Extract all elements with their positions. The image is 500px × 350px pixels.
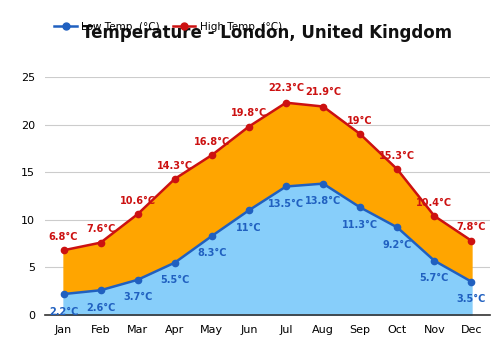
High Temp. (°C) [60, 248, 66, 252]
Text: 2.2°C: 2.2°C [49, 307, 78, 316]
High Temp. (°C) [394, 167, 400, 172]
High Temp. (°C) [468, 239, 474, 243]
Text: 6.8°C: 6.8°C [49, 232, 78, 242]
Title: Temperature - London, United Kingdom: Temperature - London, United Kingdom [82, 24, 452, 42]
Low Temp. (°C) [172, 260, 178, 265]
Text: 11.3°C: 11.3°C [342, 220, 378, 230]
Text: 8.3°C: 8.3°C [197, 248, 226, 259]
Text: 7.8°C: 7.8°C [456, 222, 486, 232]
Line: Low Temp. (°C): Low Temp. (°C) [60, 181, 474, 297]
Text: 3.5°C: 3.5°C [457, 294, 486, 304]
High Temp. (°C) [320, 104, 326, 108]
Low Temp. (°C) [246, 208, 252, 212]
Text: 11°C: 11°C [236, 223, 262, 233]
Low Temp. (°C) [283, 184, 289, 189]
Low Temp. (°C) [357, 205, 363, 210]
Low Temp. (°C) [394, 225, 400, 230]
High Temp. (°C) [432, 214, 438, 218]
High Temp. (°C) [357, 132, 363, 136]
Text: 7.6°C: 7.6°C [86, 224, 116, 234]
High Temp. (°C) [246, 124, 252, 128]
Text: 13.8°C: 13.8°C [305, 196, 341, 206]
Low Temp. (°C) [60, 292, 66, 296]
Low Temp. (°C) [468, 280, 474, 284]
Low Temp. (°C) [98, 288, 103, 292]
Text: 19.8°C: 19.8°C [231, 108, 267, 118]
Text: 2.6°C: 2.6°C [86, 303, 116, 313]
High Temp. (°C) [98, 240, 103, 245]
Text: 21.9°C: 21.9°C [305, 87, 341, 97]
Text: 13.5°C: 13.5°C [268, 199, 304, 209]
Line: High Temp. (°C): High Temp. (°C) [60, 100, 474, 253]
Text: 22.3°C: 22.3°C [268, 83, 304, 93]
High Temp. (°C) [209, 153, 215, 157]
Low Temp. (°C) [432, 259, 438, 263]
Text: 15.3°C: 15.3°C [379, 151, 416, 161]
Text: 16.8°C: 16.8°C [194, 137, 230, 147]
High Temp. (°C) [134, 212, 140, 216]
Text: 19°C: 19°C [348, 116, 373, 126]
Text: 5.7°C: 5.7°C [420, 273, 449, 283]
Text: 5.5°C: 5.5°C [160, 275, 190, 285]
Low Temp. (°C) [320, 182, 326, 186]
Low Temp. (°C) [134, 278, 140, 282]
Low Temp. (°C) [209, 234, 215, 238]
High Temp. (°C) [283, 100, 289, 105]
Text: 14.3°C: 14.3°C [156, 161, 193, 170]
Text: 10.6°C: 10.6°C [120, 196, 156, 206]
High Temp. (°C) [172, 177, 178, 181]
Text: 10.4°C: 10.4°C [416, 198, 452, 208]
Legend: Low Temp. (°C), High Temp. (°C): Low Temp. (°C), High Temp. (°C) [50, 18, 286, 36]
Text: 9.2°C: 9.2°C [382, 240, 412, 250]
Text: 3.7°C: 3.7°C [123, 292, 152, 302]
